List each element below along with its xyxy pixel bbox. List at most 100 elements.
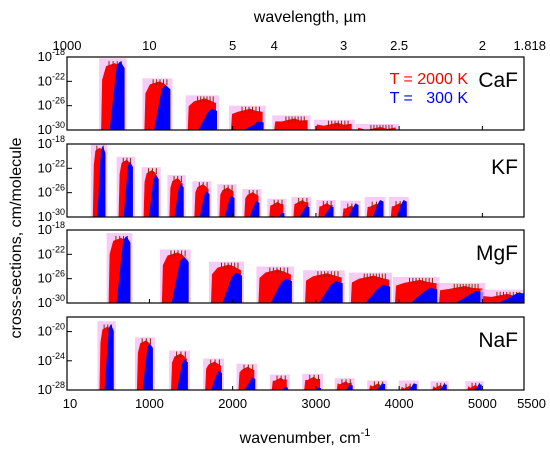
panel-frame [66, 316, 525, 391]
band-cold-3 [222, 272, 242, 303]
x-tick-label: 5500 [517, 396, 546, 411]
x-tick-label: 10 [63, 396, 77, 411]
y-tick-exponent: -20 [52, 322, 65, 332]
y-tick-label: 10-18 [38, 47, 65, 64]
band-cold-6 [224, 195, 235, 217]
band-hot-8 [269, 201, 284, 217]
band-cold-8 [342, 384, 353, 390]
panels: 10-1810-2210-2610-30CaF10-1810-2210-2610… [38, 47, 525, 397]
band-cold-6 [277, 387, 288, 390]
panel-bands [97, 321, 484, 390]
band-cold-4 [174, 184, 184, 217]
x-tick-label: 2000 [218, 396, 247, 411]
panel-frame [66, 56, 525, 131]
y-tick-base: 10 [38, 185, 52, 200]
band-cold-2 [153, 84, 171, 130]
band-cold-1 [116, 236, 131, 303]
band-cold-8 [455, 290, 484, 303]
panel-frame [66, 229, 525, 304]
top-tick-label: 5 [229, 38, 236, 53]
band-cold-6 [365, 284, 391, 303]
x-tick-label: 3000 [301, 396, 330, 411]
y-tick-base: 10 [38, 98, 52, 113]
y-tick-label: 10-28 [38, 380, 65, 397]
band-cold-5 [199, 191, 210, 217]
band-cold-5 [318, 281, 343, 303]
panel-bands [99, 58, 399, 134]
y-tick-exponent: -28 [52, 380, 65, 390]
panel-label-kf: KF [491, 156, 518, 179]
y-tick-label: 10-26 [38, 269, 65, 286]
band-cold-11 [437, 384, 447, 390]
band-cold-9 [299, 206, 310, 217]
top-tick-label: 4 [271, 38, 278, 53]
band-cold-9 [374, 383, 386, 390]
top-tick-label: 1.818 [513, 38, 546, 53]
y-tick-base: 10 [38, 222, 52, 237]
top-axis-label: wavelength, µm [253, 9, 366, 26]
band-cold-3 [177, 359, 188, 390]
y-tick-exponent: -18 [52, 47, 65, 57]
panel-label-mgf: MgF [476, 242, 518, 265]
y-tick-base: 10 [38, 160, 52, 175]
y-tick-label: 10-22 [38, 158, 65, 175]
panel-frame [66, 143, 525, 218]
x-tick-label: 4000 [385, 396, 414, 411]
panel-label-caf: CaF [478, 69, 518, 92]
y-tick-label: 10-22 [38, 244, 65, 261]
band-cold-10 [406, 383, 417, 390]
x-tick-label: 5000 [468, 396, 497, 411]
y-tick-label: 10-30 [38, 293, 65, 310]
y-tick-exponent: -24 [52, 351, 65, 361]
y-tick-base: 10 [38, 382, 52, 397]
y-tick-base: 10 [38, 324, 52, 339]
band-cold-11 [348, 203, 359, 217]
top-tick-label: 2 [479, 38, 486, 53]
y-tick-label: 10-24 [38, 351, 65, 368]
y-tick-base: 10 [38, 136, 52, 151]
legend-entry: T = 2000 K [390, 71, 469, 88]
band-cold-1 [109, 61, 125, 130]
top-tick-label: 1000 [53, 38, 82, 53]
top-tick-label: 3 [340, 38, 347, 53]
top-wavelength-axis: 1000 10 5 4 3 2.5 2 1.818 [53, 38, 546, 53]
y-tick-base: 10 [38, 271, 52, 286]
y-tick-label: 10-18 [38, 134, 65, 151]
legend: T = 2000 K T = 300 K [390, 71, 469, 107]
band-cold-1 [97, 145, 106, 217]
band-cold-6 [329, 130, 352, 134]
y-tick-exponent: -18 [52, 134, 65, 144]
x-axis-label-text: wavenumber, cm [239, 430, 361, 447]
bottom-wavenumber-axis: 10 1000 2000 3000 4000 5000 5500 [63, 396, 546, 411]
y-tick-exponent: -30 [52, 293, 65, 303]
y-tick-exponent: -30 [52, 207, 65, 217]
y-tick-exponent: -26 [52, 183, 65, 193]
y-tick-label: 10-18 [38, 220, 65, 237]
band-hot-6 [271, 377, 287, 390]
y-tick-exponent: -22 [52, 158, 65, 168]
band-cold-4 [270, 278, 292, 303]
band-cold-7 [410, 287, 438, 303]
band-cold-7 [249, 201, 260, 217]
y-tick-label: 10-22 [38, 71, 65, 88]
band-cold-4 [243, 121, 264, 130]
band-cold-13 [396, 199, 407, 217]
band-cold-3 [198, 108, 218, 130]
y-tick-exponent: -22 [52, 244, 65, 254]
band-cold-3 [148, 175, 159, 217]
y-tick-base: 10 [38, 295, 52, 310]
band-cold-5 [244, 377, 256, 390]
x-tick-label: 1000 [135, 396, 164, 411]
y-tick-label: 10-20 [38, 322, 65, 339]
y-tick-label: 10-30 [38, 207, 65, 224]
band-cold-4 [211, 371, 222, 390]
y-tick-base: 10 [38, 49, 52, 64]
band-cold-10 [323, 206, 334, 217]
top-tick-label: 2.5 [390, 38, 408, 53]
y-tick-exponent: -26 [52, 269, 65, 279]
